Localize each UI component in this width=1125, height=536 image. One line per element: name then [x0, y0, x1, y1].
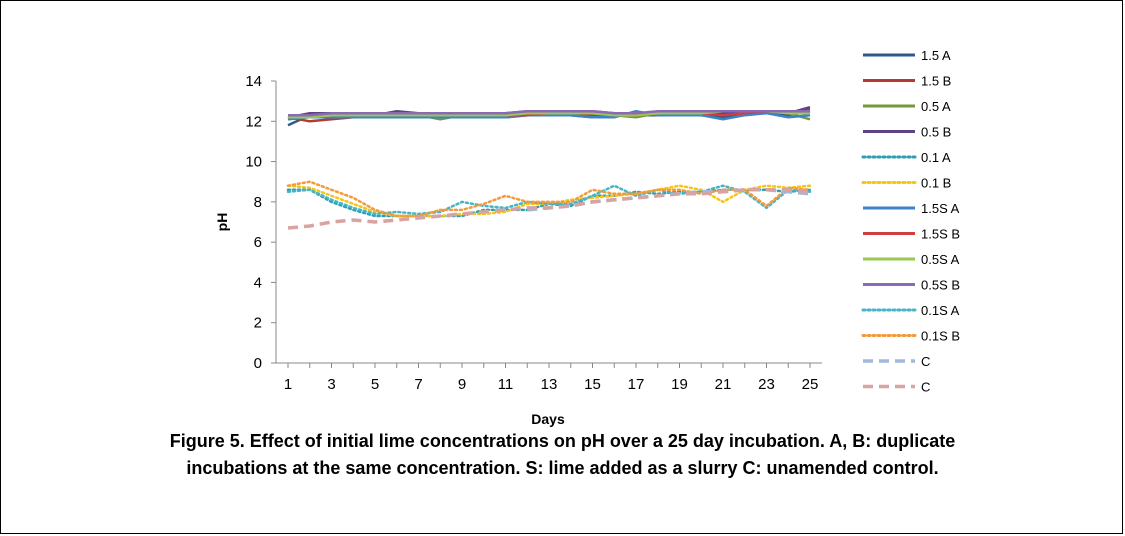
- y-axis-title: pH: [214, 213, 230, 232]
- x-tick-label: 21: [715, 376, 732, 393]
- legend-label: 0.5 A: [921, 99, 951, 114]
- legend-label: C: [921, 354, 930, 369]
- y-tick-label: 4: [254, 274, 262, 291]
- legend-label: 1.5 A: [921, 48, 951, 63]
- legend-item: 0.1S B: [861, 329, 960, 344]
- x-tick-label: 1: [284, 376, 292, 393]
- x-tick-label: 13: [541, 376, 558, 393]
- y-tick-label: 12: [245, 113, 262, 130]
- legend-label: 1.5 B: [921, 74, 951, 89]
- series-line: [287, 188, 811, 230]
- legend-item: C: [863, 380, 930, 395]
- legend-label: 0.5S A: [921, 252, 960, 267]
- y-tick-label: 2: [254, 315, 262, 332]
- series-line: [286, 184, 812, 216]
- y-axis: 0 2 4 6 8 10 12 14: [245, 73, 277, 372]
- x-axis-title: Days: [531, 411, 565, 427]
- series-line: [288, 109, 810, 117]
- legend-label: 0.5S B: [921, 278, 960, 293]
- x-tick-label: 3: [327, 376, 335, 393]
- y-tick-label: 8: [254, 194, 262, 211]
- legend-label: 0.5 B: [921, 125, 951, 140]
- series-lines: [286, 105, 812, 230]
- figure-caption: Figure 5. Effect of initial lime concent…: [20, 428, 1105, 482]
- x-axis: 1 3 5 7 9 11 13 15 17 19 21 23 25: [276, 362, 822, 393]
- y-tick-label: 14: [245, 73, 262, 90]
- legend-label: 0.1 B: [921, 176, 951, 191]
- caption-line-1: Figure 5. Effect of initial lime concent…: [169, 431, 956, 451]
- legend-item: 0.1 B: [861, 176, 951, 191]
- series-line: [287, 109, 811, 121]
- x-tick-label: 7: [414, 376, 422, 393]
- x-tick-label: 19: [671, 376, 688, 393]
- y-tick-label: 10: [245, 154, 262, 171]
- x-tick-label: 25: [802, 376, 819, 393]
- legend-item: 0.5 A: [863, 99, 951, 114]
- legend-label: 0.1S A: [921, 303, 960, 318]
- legend: 1.5 A 1.5 B 0.5 A 0.5 B 0.1 A 0.1 B 1.5S A 1.5S…: [861, 48, 960, 395]
- legend-item: 1.5 B: [863, 74, 951, 89]
- legend-item: 0.5S B: [863, 278, 960, 293]
- legend-item: 0.5 B: [863, 125, 951, 140]
- y-tick-label: 6: [254, 234, 262, 251]
- series-line: [286, 180, 812, 218]
- legend-item: 1.5S A: [863, 201, 960, 216]
- legend-item: 0.1S A: [861, 303, 960, 318]
- legend-label: 0.1S B: [921, 329, 960, 344]
- legend-item: 1.5S B: [863, 227, 960, 242]
- x-tick-label: 15: [584, 376, 601, 393]
- legend-item: 1.5 A: [863, 48, 951, 63]
- legend-label: 0.1 A: [921, 150, 951, 165]
- legend-item: 0.5S A: [863, 252, 960, 267]
- legend-label: 1.5S A: [921, 201, 960, 216]
- legend-label: C: [921, 380, 930, 395]
- x-tick-label: 23: [758, 376, 775, 393]
- x-tick-label: 17: [628, 376, 645, 393]
- y-tick-label: 0: [254, 355, 262, 372]
- x-tick-label: 9: [458, 376, 466, 393]
- x-tick-label: 5: [371, 376, 379, 393]
- legend-item: 0.1 A: [861, 150, 951, 165]
- x-tick-label: 11: [498, 376, 514, 393]
- caption-line-2: incubations at the same concentration. S…: [186, 458, 939, 478]
- legend-label: 1.5S B: [921, 227, 960, 242]
- legend-item: C: [863, 354, 930, 369]
